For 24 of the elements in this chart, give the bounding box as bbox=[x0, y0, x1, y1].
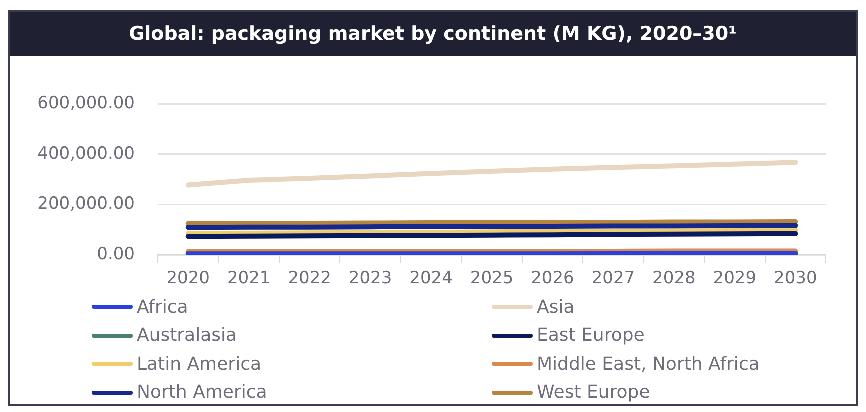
legend-label: Africa bbox=[137, 296, 188, 318]
x-tick-label: 2021 bbox=[227, 268, 271, 289]
legend-label: East Europe bbox=[537, 325, 645, 346]
y-tick-label: 600,000.00 bbox=[38, 93, 135, 114]
x-tick-label: 2029 bbox=[713, 268, 757, 289]
x-tick-label: 2020 bbox=[166, 268, 210, 289]
x-tick-label: 2027 bbox=[592, 268, 636, 289]
y-tick-label: 400,000.00 bbox=[38, 144, 135, 164]
legend-label: North America bbox=[137, 382, 268, 404]
legend-label: Australasia bbox=[137, 325, 238, 346]
legend-label: Latin America bbox=[137, 354, 262, 375]
x-tick-label: 2026 bbox=[531, 268, 574, 289]
x-tick-label: 2028 bbox=[652, 268, 696, 289]
x-tick-label: 2030 bbox=[774, 268, 818, 289]
y-tick-label: 0.00 bbox=[97, 244, 135, 264]
y-tick-label: 200,000.00 bbox=[38, 194, 135, 214]
x-tick-label: 2025 bbox=[470, 268, 514, 289]
x-tick-label: 2022 bbox=[288, 268, 332, 289]
x-tick-label: 2023 bbox=[348, 268, 392, 289]
chart-title: Global: packaging market by continent (M KG), 2020–30¹ bbox=[129, 23, 737, 45]
legend-label: Middle East, North Africa bbox=[537, 354, 760, 375]
legend-label: West Europe bbox=[537, 382, 650, 404]
legend-label: Asia bbox=[537, 296, 575, 318]
x-tick-label: 2024 bbox=[410, 268, 453, 289]
